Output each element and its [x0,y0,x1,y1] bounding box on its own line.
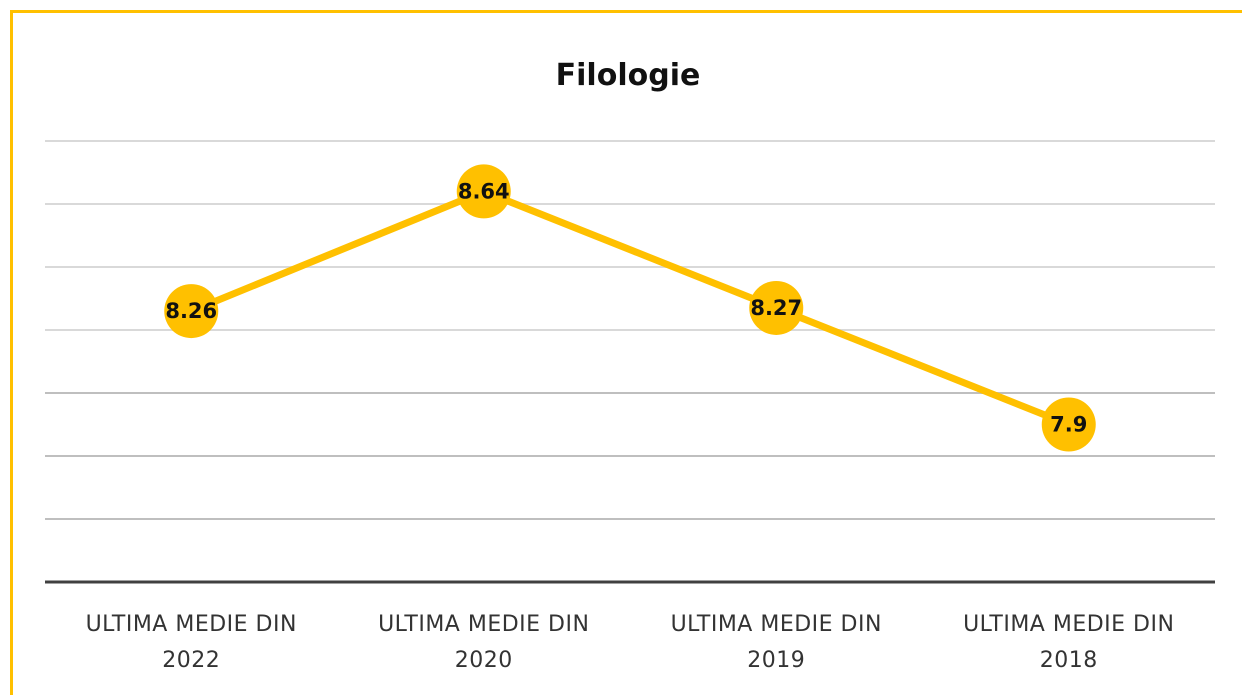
data-label: 8.64 [458,179,510,203]
x-tick-label: ULTIMA MEDIE DIN 2020 [378,612,590,673]
frame-border [10,10,1242,695]
data-point [749,280,804,335]
data-label: 8.26 [165,299,217,323]
data-point [456,164,511,219]
series-line [189,187,1071,428]
data-label: 7.9 [1050,413,1087,437]
x-tick-label: ULTIMA MEDIE DIN 2019 [670,612,882,673]
chart-title: Filologie [556,58,701,93]
x-tick-label: ULTIMA MEDIE DIN 2018 [963,612,1175,673]
data-point [164,284,219,339]
x-tick-label: ULTIMA MEDIE DIN 2022 [85,612,297,673]
data-label: 8.27 [750,296,802,320]
data-point [1041,397,1096,452]
